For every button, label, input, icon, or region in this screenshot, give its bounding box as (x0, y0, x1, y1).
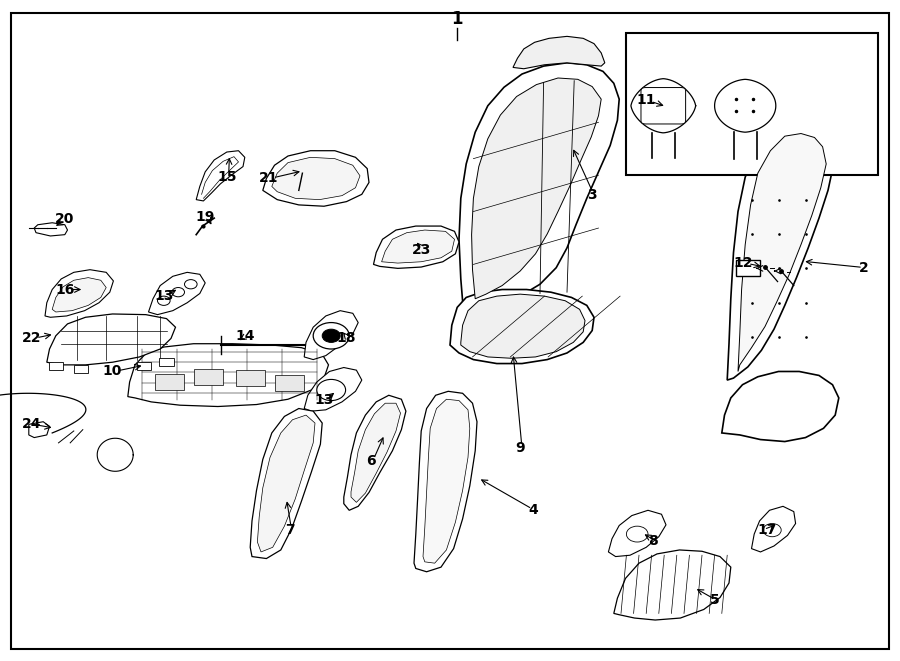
Text: 22: 22 (22, 331, 41, 346)
Polygon shape (722, 371, 839, 442)
Polygon shape (414, 391, 477, 572)
Text: 9: 9 (516, 441, 525, 455)
Circle shape (626, 526, 648, 542)
Polygon shape (196, 151, 245, 201)
Bar (275, 375, 304, 391)
Text: 17: 17 (757, 523, 777, 537)
Text: 12: 12 (734, 256, 753, 270)
Polygon shape (450, 290, 594, 364)
Text: 6: 6 (366, 454, 375, 469)
Polygon shape (423, 399, 470, 563)
Polygon shape (472, 78, 601, 299)
Text: 19: 19 (195, 210, 215, 224)
Polygon shape (263, 151, 369, 206)
Polygon shape (459, 63, 619, 312)
Text: 20: 20 (55, 212, 75, 227)
Polygon shape (304, 368, 362, 411)
Polygon shape (257, 415, 315, 552)
Text: 24: 24 (22, 417, 41, 432)
Polygon shape (715, 79, 776, 132)
Circle shape (763, 524, 781, 537)
Polygon shape (727, 122, 833, 380)
Text: 23: 23 (411, 243, 431, 257)
Text: 15: 15 (217, 170, 237, 184)
Bar (74, 365, 88, 373)
Polygon shape (614, 550, 731, 620)
Polygon shape (52, 278, 106, 312)
Text: 4: 4 (528, 503, 537, 518)
Text: 11: 11 (636, 93, 656, 108)
Bar (49, 362, 63, 370)
Text: 13: 13 (154, 289, 174, 303)
Polygon shape (344, 395, 406, 510)
Circle shape (184, 280, 197, 289)
Bar (155, 374, 184, 390)
Bar (236, 370, 265, 386)
Polygon shape (34, 223, 68, 236)
Text: 14: 14 (235, 329, 255, 343)
Text: 3: 3 (588, 188, 597, 202)
Polygon shape (608, 510, 666, 557)
Bar (137, 362, 151, 370)
Polygon shape (250, 408, 322, 559)
Bar (626, 33, 878, 175)
Polygon shape (738, 134, 826, 371)
Circle shape (322, 329, 340, 342)
Polygon shape (304, 311, 358, 360)
Text: 2: 2 (860, 260, 868, 275)
Polygon shape (47, 314, 176, 365)
Bar (194, 369, 223, 385)
Bar (159, 358, 174, 366)
Text: 18: 18 (337, 331, 356, 346)
Polygon shape (752, 506, 796, 552)
Text: 1: 1 (452, 9, 463, 28)
Polygon shape (374, 226, 459, 268)
Polygon shape (148, 272, 205, 315)
Polygon shape (45, 270, 113, 317)
Polygon shape (128, 344, 328, 407)
Text: 5: 5 (710, 593, 719, 607)
Text: 7: 7 (285, 523, 294, 537)
Text: 13: 13 (314, 393, 334, 407)
Polygon shape (461, 294, 585, 358)
Polygon shape (272, 157, 360, 200)
Polygon shape (29, 422, 50, 438)
Text: 16: 16 (55, 282, 75, 297)
FancyBboxPatch shape (641, 87, 686, 124)
Circle shape (158, 296, 170, 305)
Circle shape (172, 288, 184, 297)
Text: 10: 10 (103, 364, 122, 379)
Polygon shape (382, 230, 454, 263)
Circle shape (317, 379, 346, 401)
Text: 8: 8 (649, 533, 658, 548)
Bar (736, 260, 760, 276)
Text: 21: 21 (258, 171, 278, 186)
Circle shape (313, 323, 349, 349)
Polygon shape (351, 403, 400, 502)
Polygon shape (513, 36, 605, 69)
